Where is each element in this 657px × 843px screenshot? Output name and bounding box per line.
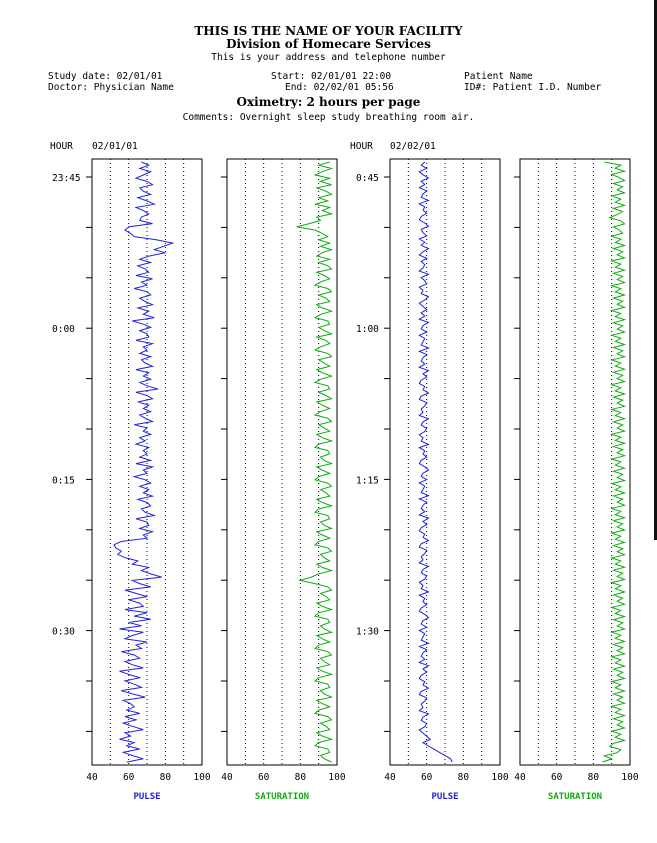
x-tick-label: 60 [551, 772, 563, 783]
x-tick-label: 80 [160, 772, 172, 783]
panel-frame [226, 158, 338, 766]
patient-id: ID#: Patient I.D. Number [464, 82, 602, 93]
x-tick-label: 100 [621, 772, 638, 783]
x-tick-label: 40 [514, 772, 526, 783]
comments: Comments: Overnight sleep study breathin… [182, 112, 475, 123]
panel-frame [519, 158, 631, 766]
x-tick-label: 60 [421, 772, 433, 783]
x-tick-label: 80 [458, 772, 470, 783]
time-label: 23:45 [52, 173, 81, 184]
saturation-trace [602, 161, 627, 763]
x-tick-label: 100 [193, 772, 210, 783]
facility-name: THIS IS THE NAME OF YOUR FACILITY [194, 24, 463, 38]
page-edge [654, 0, 657, 540]
panel-title: PULSE [133, 792, 160, 802]
panel-title: SATURATION [255, 792, 309, 802]
time-label: 0:45 [356, 173, 379, 184]
time-label: 0:30 [52, 627, 75, 638]
x-tick-label: 60 [258, 772, 270, 783]
panel-frame [91, 158, 203, 766]
x-tick-label: 40 [384, 772, 396, 783]
time-label: 1:15 [356, 475, 379, 486]
division-name: Division of Homecare Services [226, 37, 431, 51]
patient-name: Patient Name [464, 71, 533, 82]
x-tick-label: 60 [123, 772, 135, 783]
time-label: 1:00 [356, 324, 379, 335]
date-label: 02/02/01 [390, 141, 436, 152]
x-tick-label: 100 [328, 772, 345, 783]
x-tick-label: 80 [588, 772, 600, 783]
x-tick-label: 80 [295, 772, 307, 783]
hour-label: HOUR [350, 141, 373, 152]
time-label: 1:30 [356, 627, 379, 638]
doctor-name: Doctor: Physician Name [48, 82, 174, 93]
saturation-trace [296, 161, 334, 763]
x-tick-label: 40 [86, 772, 98, 783]
date-label: 02/01/01 [92, 141, 138, 152]
study-date: Study date: 02/01/01 [48, 71, 163, 82]
facility-address: This is your address and telephone numbe… [211, 52, 446, 63]
pulse-trace [417, 161, 453, 763]
chart-title: Oximetry: 2 hours per page [236, 95, 421, 109]
pulse-trace [113, 161, 175, 763]
study-start: Start: 02/01/01 22:00 [271, 71, 392, 82]
time-label: 0:15 [52, 475, 75, 486]
x-tick-label: 100 [491, 772, 508, 783]
time-label: 0:00 [52, 324, 75, 335]
panel-title: PULSE [431, 792, 458, 802]
hour-label: HOUR [50, 141, 73, 152]
study-end: End: 02/02/01 05:56 [285, 82, 394, 93]
panel-title: SATURATION [548, 792, 602, 802]
panel-frame [389, 158, 501, 766]
x-tick-label: 40 [221, 772, 233, 783]
